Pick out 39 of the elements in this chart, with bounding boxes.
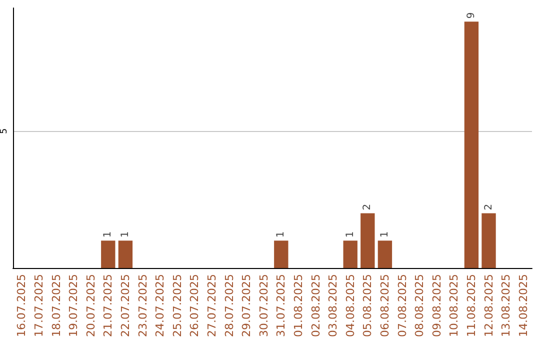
x-tick-label: 10.08.2025 [448, 274, 461, 338]
x-tick-label: 03.08.2025 [326, 274, 340, 338]
x-tick-label: 06.08.2025 [378, 274, 392, 338]
data-label: 1 [102, 231, 114, 238]
x-tick-label: 05.08.2025 [361, 274, 374, 338]
data-label: 1 [379, 231, 390, 238]
x-tick-label: 11.08.2025 [464, 274, 478, 338]
x-tick-label: 09.08.2025 [430, 274, 444, 338]
data-label: 2 [362, 204, 374, 210]
x-tick-label: 07.08.2025 [396, 274, 409, 338]
data-label: 1 [276, 231, 287, 238]
x-tick-label: 01.08.2025 [292, 274, 305, 338]
x-tick-label: 12.08.2025 [482, 274, 496, 338]
x-tick-label: 13.08.2025 [500, 274, 513, 338]
data-label: 1 [120, 231, 131, 238]
x-tick-label: 25.07.2025 [170, 274, 184, 338]
x-tick-label: 29.07.2025 [240, 274, 254, 338]
x-tick-label: 17.07.2025 [32, 274, 46, 338]
x-tick-label: 24.07.2025 [154, 274, 167, 338]
x-tick-label: 02.08.2025 [309, 274, 322, 338]
x-tick-label: 28.07.2025 [222, 274, 236, 338]
x-tick-label: 30.07.2025 [257, 274, 270, 338]
data-label: 9 [466, 12, 477, 19]
x-tick-label: 31.07.2025 [274, 274, 288, 338]
x-tick-label: 21.07.2025 [102, 274, 115, 338]
x-tick-label: 19.07.2025 [67, 274, 80, 338]
x-tick-label: 04.08.2025 [344, 274, 357, 338]
x-tick-label: 18.07.2025 [50, 274, 63, 338]
x-tick-label: 27.07.2025 [205, 274, 218, 338]
data-label: 1 [344, 231, 356, 238]
y-tick-label: 5 [0, 128, 10, 134]
x-tick-label: 20.07.2025 [84, 274, 98, 338]
x-tick-label: 26.07.2025 [188, 274, 202, 338]
x-tick-label: 16.07.2025 [15, 274, 28, 338]
x-tick-label: 14.08.2025 [516, 274, 530, 338]
data-label: 2 [483, 204, 494, 210]
x-tick-label: 08.08.2025 [413, 274, 426, 338]
x-tick-label: 23.07.2025 [136, 274, 150, 338]
x-tick-label: 22.07.2025 [118, 274, 132, 338]
